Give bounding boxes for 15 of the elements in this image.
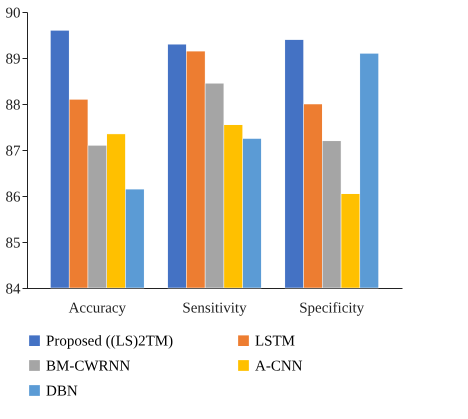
y-tick-label: 85	[6, 236, 20, 252]
y-tick-label: 90	[6, 6, 20, 22]
legend-label: A-CNN	[255, 358, 303, 374]
x-tick-label: Accuracy	[68, 300, 127, 316]
x-tick-label: Sensitivity	[182, 300, 248, 316]
x-tick-label: Specificity	[299, 300, 365, 316]
legend-label: Proposed ((LS)2TM)	[46, 334, 174, 350]
y-tick-label: 84	[6, 282, 21, 298]
y-tick-label: 86	[6, 190, 21, 206]
legend-label: DBN	[46, 384, 78, 400]
legend-label: BM-CWRNN	[46, 358, 130, 374]
y-tick-label: 87	[6, 144, 21, 160]
y-tick-label: 89	[6, 52, 20, 68]
legend-label: LSTM	[255, 334, 296, 350]
y-tick-label: 88	[6, 98, 20, 114]
